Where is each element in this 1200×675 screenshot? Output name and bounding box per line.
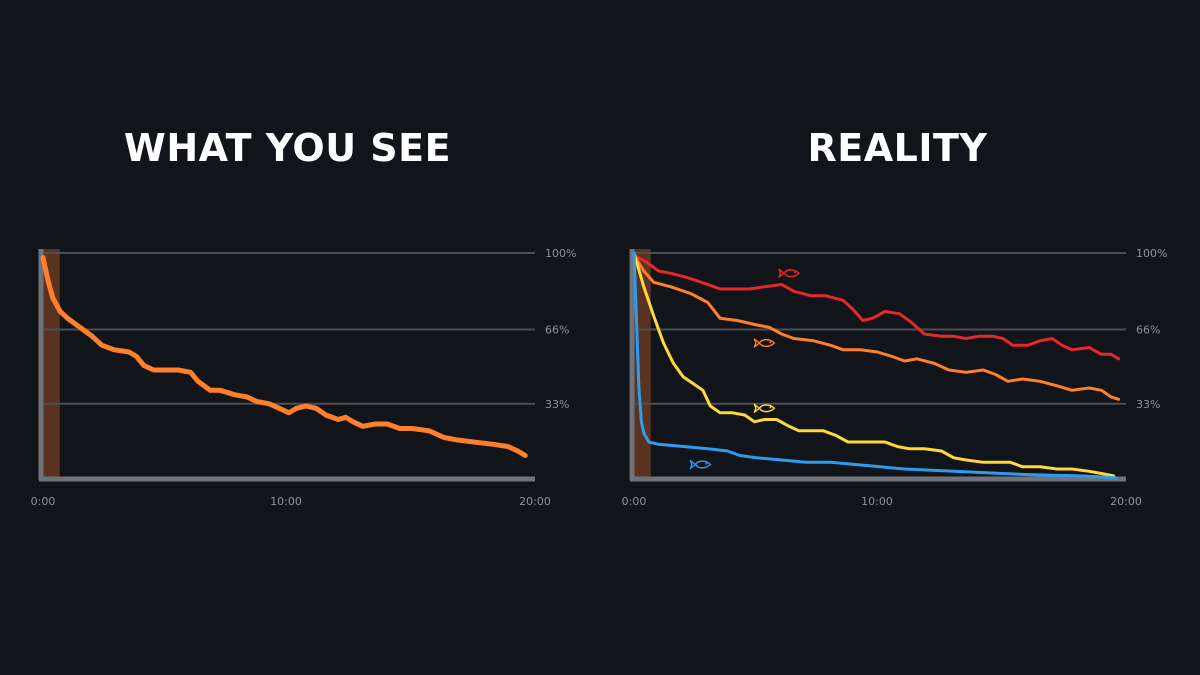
y-tick-label: 100%	[545, 247, 576, 260]
x-tick-label: 10:00	[861, 495, 893, 508]
y-tick-label: 66%	[545, 324, 569, 337]
intro-band	[634, 249, 651, 478]
fish-icon	[753, 403, 776, 413]
x-tick-label: 10:00	[270, 495, 302, 508]
series-line-red	[632, 253, 1121, 361]
chart-what-you-see: 100% 66% 33% 0:00 10:00 20:00	[31, 247, 577, 508]
series-line-blue	[632, 251, 1118, 480]
chart-reality: 100% 66% 33% 0:00 10:00 20:00	[622, 247, 1168, 508]
y-tick-label: 66%	[1136, 324, 1160, 337]
series-line-orange	[632, 253, 1121, 401]
x-tick-label: 20:00	[1110, 495, 1142, 508]
y-tick-label: 100%	[1136, 247, 1167, 260]
y-tick-label: 33%	[1136, 398, 1160, 411]
fish-icon	[778, 268, 800, 278]
series-line-yellow	[632, 251, 1116, 478]
panel-title-what-you-see: WHAT YOU SEE	[123, 126, 452, 170]
panel-title-reality: REALITY	[807, 126, 988, 170]
fish-icon	[753, 338, 776, 348]
y-tick-label: 33%	[545, 398, 569, 411]
series-line-orange	[40, 255, 528, 458]
x-tick-label: 0:00	[31, 495, 56, 508]
x-tick-label: 20:00	[519, 495, 551, 508]
x-tick-label: 0:00	[622, 495, 647, 508]
fish-icon	[689, 459, 712, 470]
